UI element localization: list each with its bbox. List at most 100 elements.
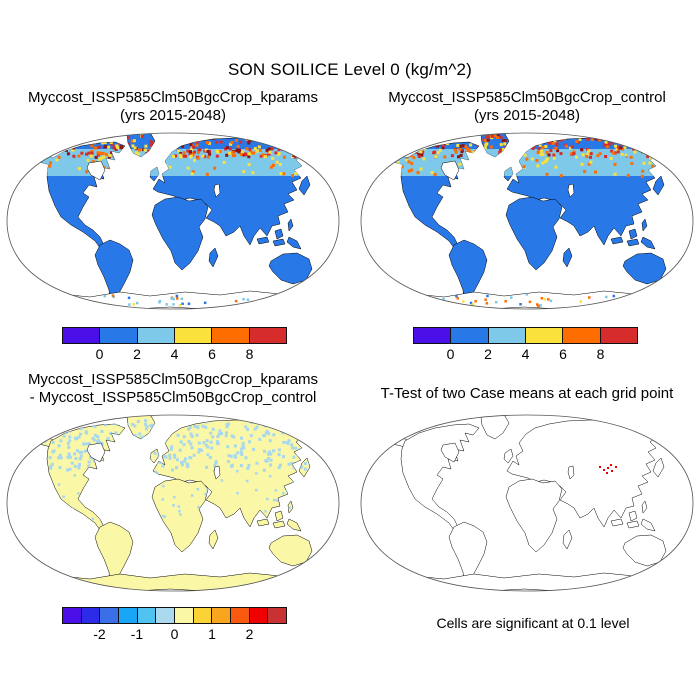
speckle (230, 463, 234, 467)
speckle (303, 139, 307, 143)
speckle (537, 304, 540, 308)
speckle (375, 146, 378, 149)
speckle (605, 142, 609, 146)
speckle (451, 304, 454, 307)
speckle (299, 152, 303, 155)
speckle (23, 155, 26, 158)
speckle (133, 434, 137, 438)
speckle (298, 425, 302, 428)
speckle (29, 423, 33, 427)
speckle (255, 149, 259, 153)
speckle (82, 442, 85, 446)
speckle (455, 295, 458, 298)
speckle (186, 166, 190, 170)
speckle (230, 141, 234, 144)
speckle (580, 148, 584, 152)
speckle (140, 435, 144, 439)
speckle (242, 446, 246, 450)
speckle (197, 505, 200, 509)
colorbar-tick-label: 0 (170, 626, 179, 642)
panel-title-top-right-line2: (yrs 2015-2048) (474, 107, 580, 124)
speckle (179, 513, 182, 516)
continent (298, 457, 311, 478)
map-root (7, 133, 339, 309)
speckle (326, 458, 329, 461)
speckle (669, 165, 673, 169)
colorbar-segment (487, 327, 526, 344)
speckle (23, 433, 26, 436)
speckle (649, 151, 653, 155)
speckle (90, 150, 94, 153)
speckle (98, 151, 102, 155)
speckle (262, 468, 266, 472)
speckle (323, 134, 324, 138)
speckle (182, 435, 186, 439)
speckle (444, 136, 448, 140)
speckle (312, 146, 315, 150)
speckle (253, 147, 257, 151)
colorbar-strip (413, 327, 638, 344)
colorbar-segment (248, 607, 269, 624)
speckle (256, 134, 260, 138)
speckle (162, 514, 165, 518)
speckle (79, 454, 83, 458)
speckle (49, 161, 52, 165)
speckle (271, 156, 275, 160)
speckle (236, 469, 239, 473)
speckle (605, 295, 608, 299)
speckle (587, 162, 591, 166)
speckle (407, 135, 411, 139)
speckle (216, 435, 220, 439)
speckle (225, 425, 229, 429)
colorbar-mean-kparams: 0 2 4 6 8 (62, 327, 287, 369)
speckle (625, 301, 628, 304)
speckle (192, 145, 196, 149)
speckle (85, 170, 89, 174)
speckle (587, 149, 591, 153)
continent (315, 560, 325, 577)
colorbar-segment (450, 327, 489, 344)
speckle (165, 303, 168, 306)
speckle (496, 136, 500, 139)
speckle (458, 162, 462, 166)
speckle (172, 303, 175, 306)
speckle (318, 143, 322, 147)
speckle (147, 149, 151, 153)
speckle (289, 133, 292, 137)
speckle (293, 137, 297, 141)
speckle (72, 154, 76, 158)
speckle (325, 145, 328, 148)
speckle (61, 425, 65, 429)
speckle (224, 147, 227, 151)
continent (272, 238, 286, 247)
speckle (18, 146, 21, 149)
colorbar-tick-label: 4 (170, 346, 179, 362)
speckle (484, 143, 488, 147)
speckle (405, 147, 409, 151)
speckle (474, 300, 477, 303)
speckle (294, 446, 298, 450)
speckle (311, 134, 315, 138)
speckle (321, 138, 324, 142)
panel-title-bottom-left: Myccost_ISSP585Clm50BgcCrop_kparams - My… (2, 371, 344, 407)
speckle (392, 147, 396, 151)
speckle (31, 143, 35, 147)
speckle (633, 136, 637, 140)
speckle (225, 153, 229, 157)
speckle (408, 145, 412, 148)
speckle (383, 141, 385, 145)
speckle (274, 298, 277, 301)
speckle (241, 150, 245, 154)
speckle (630, 162, 634, 165)
continent (628, 228, 638, 240)
map-root (361, 415, 693, 591)
speckle (274, 489, 278, 492)
speckle (316, 438, 320, 442)
speckle (170, 297, 173, 300)
speckle (226, 445, 230, 449)
speckle (190, 434, 194, 438)
speckle (434, 155, 438, 159)
speckle (253, 427, 257, 431)
speckle (209, 440, 213, 444)
speckle (419, 150, 423, 154)
